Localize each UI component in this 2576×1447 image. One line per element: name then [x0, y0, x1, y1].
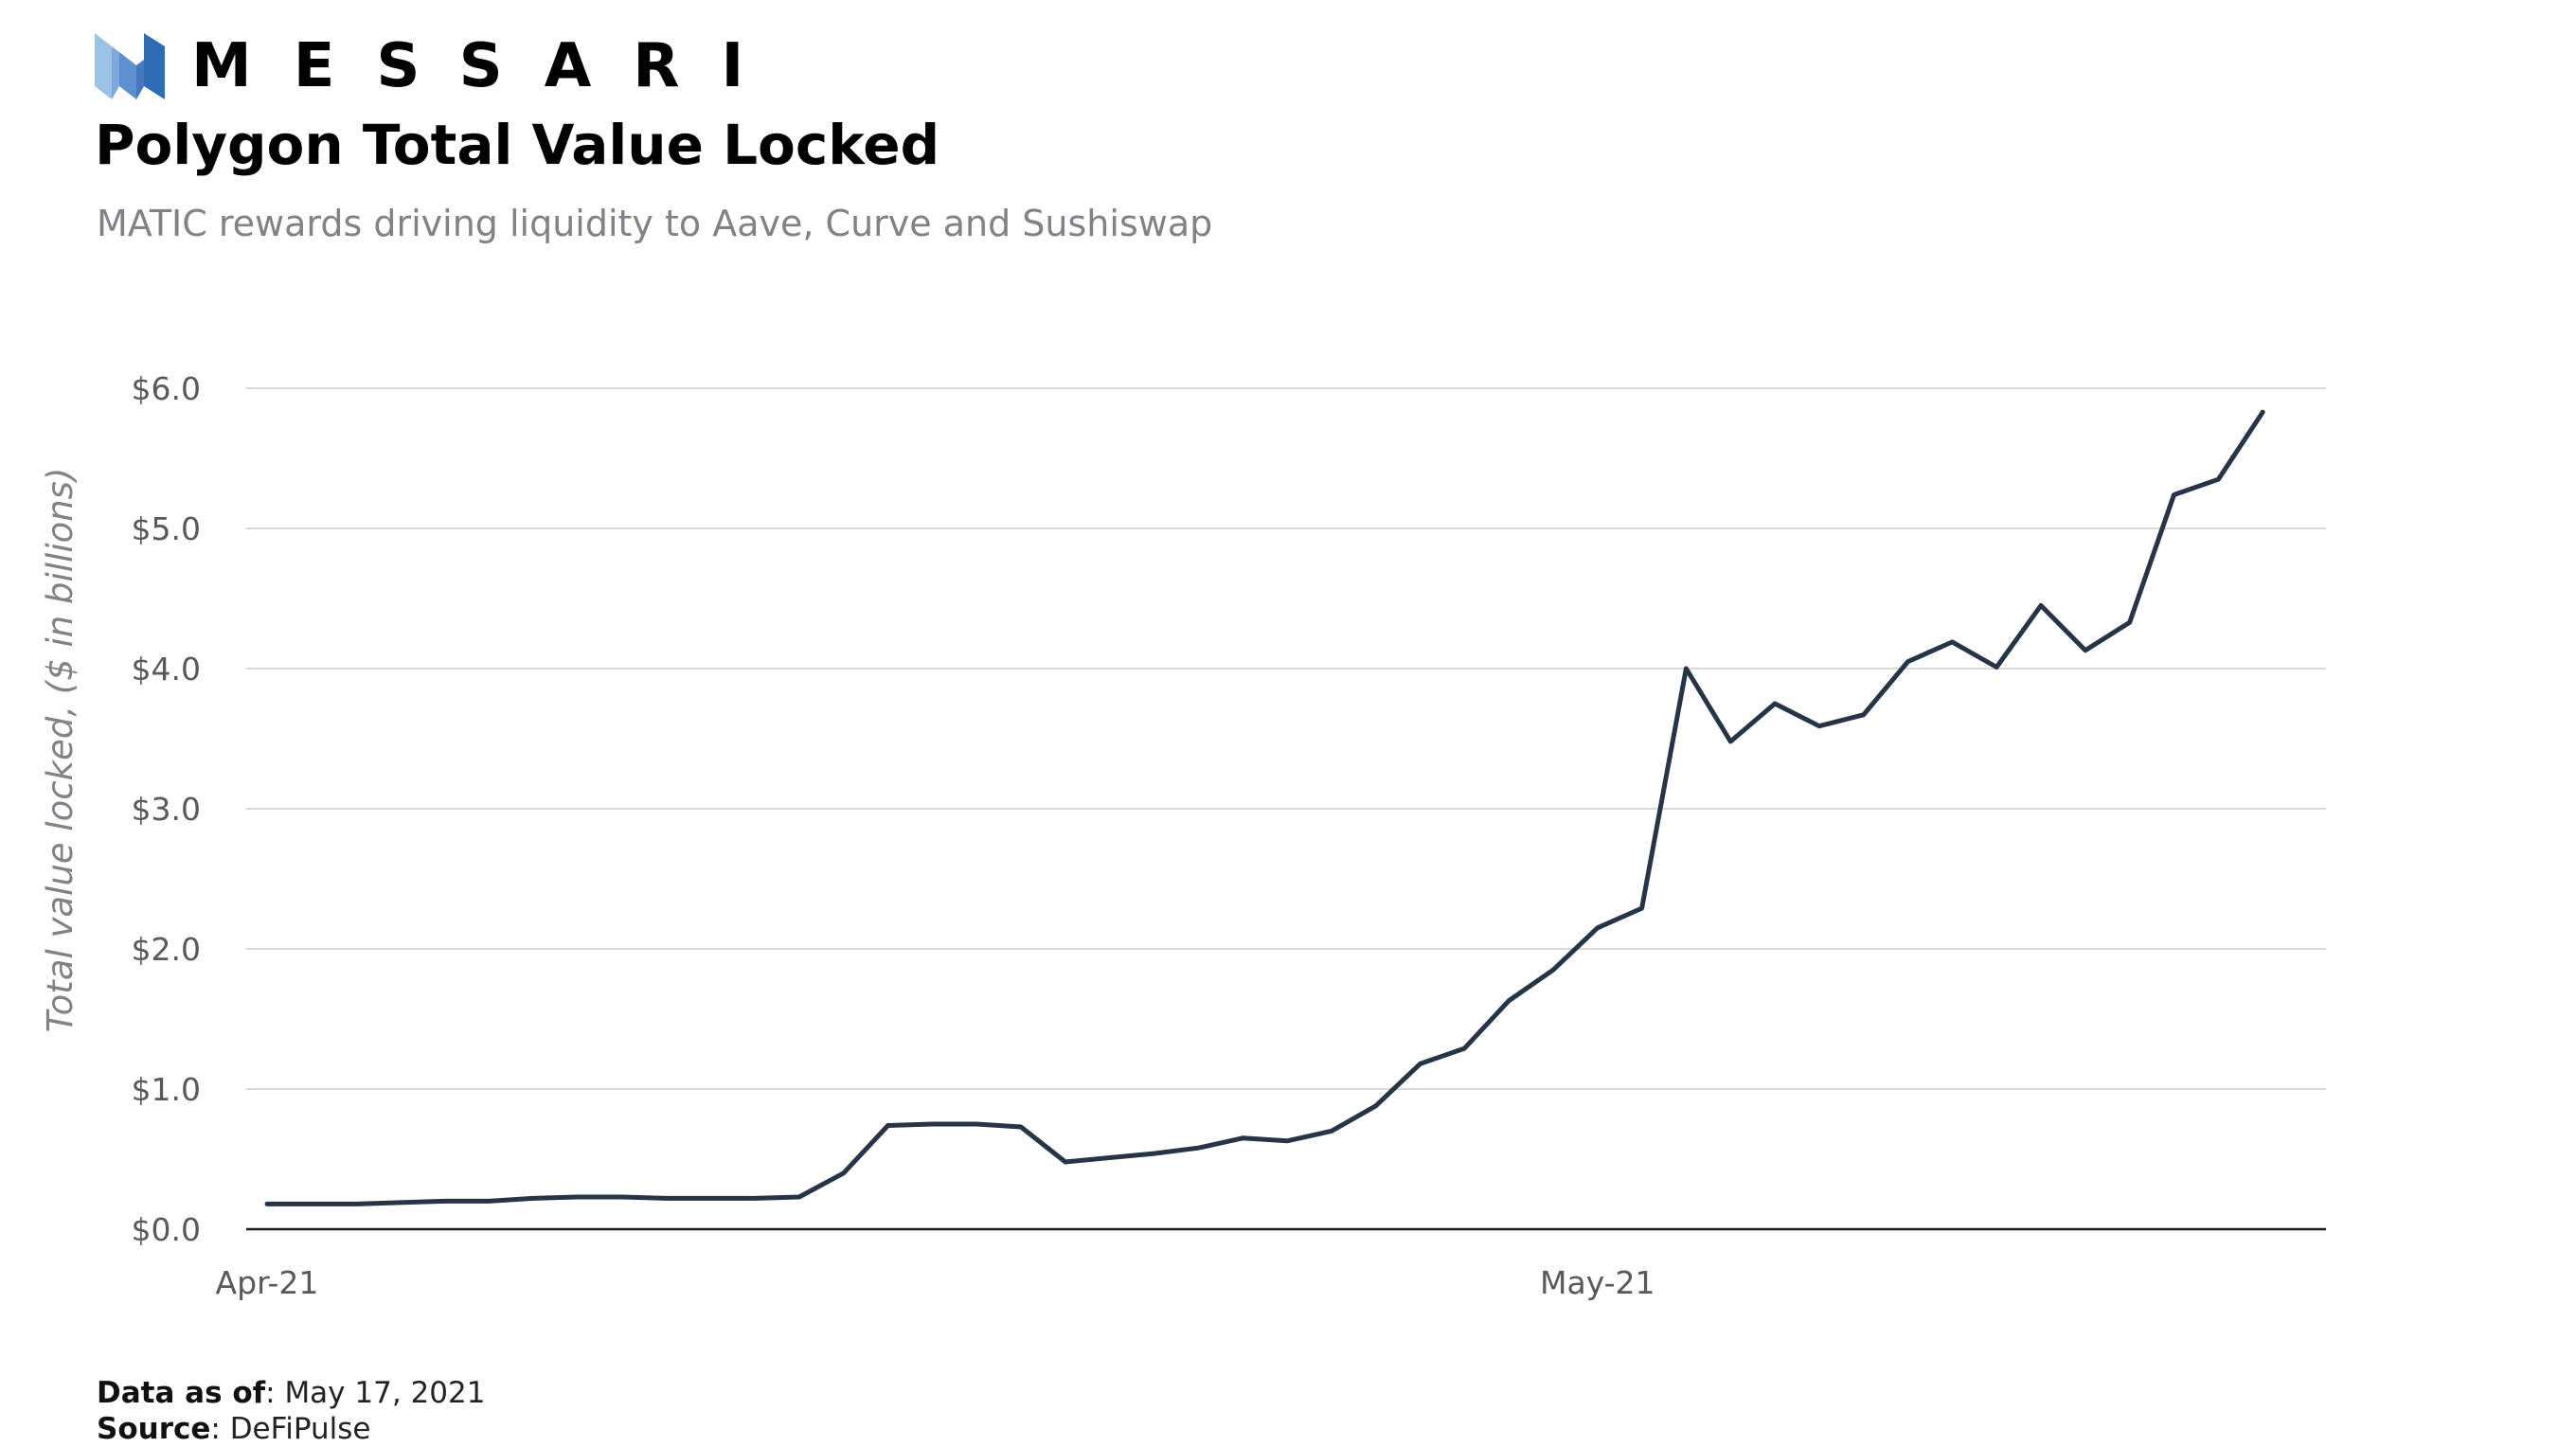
chart-data-point [1063, 1160, 1067, 1164]
brand-header: MESSARI [95, 28, 785, 104]
page-title: Polygon Total Value Locked [95, 113, 940, 177]
chart-data-point [2172, 492, 2176, 497]
chart-data-point [1373, 1103, 1378, 1108]
source-line: Source: DeFiPulse [97, 1411, 485, 1447]
chart-data-point [2039, 603, 2043, 608]
chart-data-point [1418, 1062, 1422, 1066]
chart-x-tick-label: May-21 [1540, 1264, 1655, 1301]
chart-data-point [265, 1202, 269, 1206]
chart-data-point [1107, 1155, 1112, 1160]
chart-data-point [664, 1196, 669, 1201]
chart-data-point [1595, 925, 1600, 930]
chart-y-tick-label: $2.0 [132, 931, 201, 968]
chart-data-point [1551, 968, 1555, 973]
chart-y-tick-label: $0.0 [132, 1211, 201, 1248]
chart-data-point [2083, 648, 2087, 652]
chart-data-point [930, 1122, 935, 1126]
chart-y-axis-label: Total value locked, ($ in billions) [40, 468, 80, 1033]
chart-data-point [442, 1199, 447, 1204]
chart-y-tick-label: $5.0 [132, 510, 201, 547]
chart-data-point [531, 1196, 535, 1201]
chart-y-tick-label: $6.0 [132, 370, 201, 407]
chart-data-point [398, 1200, 402, 1205]
chart-data-point [796, 1195, 801, 1199]
chart-data-point [753, 1196, 758, 1201]
chart-data-point [975, 1122, 979, 1126]
chart-x-tick-label: Apr-21 [216, 1264, 319, 1301]
chart-data-point [2261, 410, 2265, 415]
chart-data-point [1507, 998, 1512, 1003]
chart-data-point [1905, 659, 1910, 664]
chart-data-point [1861, 712, 1866, 717]
chart-data-points [265, 410, 2265, 1206]
chart-data-point [1773, 702, 1778, 706]
chart-footer: Data as of: May 17, 2021 Source: DeFiPul… [97, 1375, 485, 1447]
chart-series-line-polygon-tvl [264, 409, 2265, 1206]
chart-data-point [1462, 1046, 1467, 1051]
chart-data-point [575, 1195, 580, 1199]
chart-data-point [1639, 906, 1644, 911]
chart-data-point [309, 1202, 313, 1206]
chart-data-point [2216, 477, 2221, 482]
chart-data-point [1285, 1138, 1289, 1143]
chart-x-tick-labels: Apr-21 May-21 [216, 1264, 1655, 1301]
chart-data-point [353, 1202, 358, 1206]
chart-data-point [1019, 1125, 1023, 1129]
chart-data-point [1995, 665, 1999, 670]
chart-data-point [1329, 1129, 1333, 1134]
chart-data-point [1728, 740, 1733, 743]
chart-data-point [1816, 724, 1821, 728]
chart-data-point [619, 1195, 624, 1199]
chart-data-point [1152, 1152, 1156, 1156]
chart-data-point [1241, 1135, 1245, 1140]
chart-gridlines [246, 387, 2326, 1090]
page-subtitle: MATIC rewards driving liquidity to Aave,… [97, 203, 1213, 244]
chart-y-tick-labels: $0.0 $1.0 $2.0 $3.0 $4.0 $5.0 $6.0 [132, 370, 201, 1248]
source-value: : DeFiPulse [210, 1412, 371, 1446]
data-as-of-label: Data as of [97, 1376, 266, 1410]
chart-y-tick-label: $1.0 [132, 1071, 201, 1108]
messari-logo-icon [95, 33, 165, 99]
source-label: Source [97, 1412, 211, 1446]
data-as-of-value: : May 17, 2021 [265, 1376, 486, 1410]
chart-data-point [1196, 1146, 1201, 1151]
chart-data-point [708, 1196, 713, 1201]
chart-data-point [2127, 620, 2132, 625]
brand-name: MESSARI [191, 31, 786, 101]
chart-data-point [1950, 639, 1955, 644]
chart-data-point [487, 1199, 492, 1204]
chart-y-tick-label: $4.0 [132, 651, 201, 688]
chart-data-point [1684, 667, 1689, 670]
chart-data-point [841, 1170, 846, 1175]
chart-y-tick-label: $3.0 [132, 791, 201, 828]
data-as-of-line: Data as of: May 17, 2021 [97, 1375, 485, 1411]
chart-data-point [886, 1123, 890, 1128]
